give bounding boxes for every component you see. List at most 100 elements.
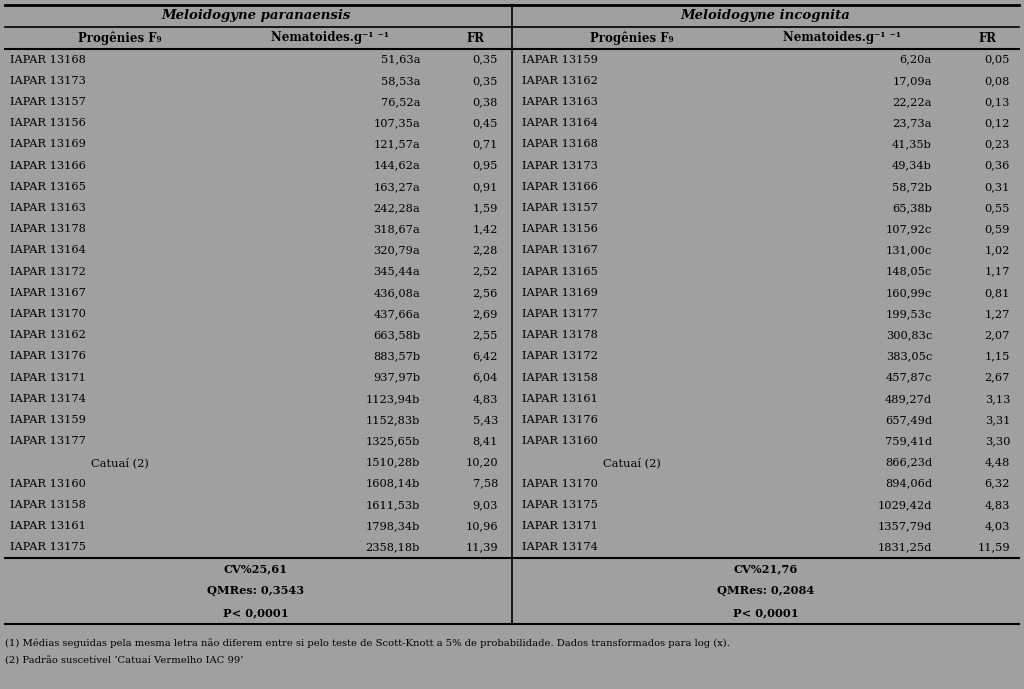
Text: IAPAR 13157: IAPAR 13157 bbox=[522, 203, 598, 213]
Text: IAPAR 13159: IAPAR 13159 bbox=[10, 415, 86, 425]
Text: 10,20: 10,20 bbox=[465, 457, 498, 467]
Text: 5,43: 5,43 bbox=[473, 415, 498, 425]
Text: 6,32: 6,32 bbox=[985, 479, 1010, 489]
Text: IAPAR 13164: IAPAR 13164 bbox=[10, 245, 86, 256]
Text: IAPAR 13160: IAPAR 13160 bbox=[522, 436, 598, 446]
Text: 0,81: 0,81 bbox=[985, 288, 1010, 298]
Text: IAPAR 13174: IAPAR 13174 bbox=[522, 542, 598, 552]
Text: (1) Médias seguidas pela mesma letra não diferem entre si pelo teste de Scott-Kn: (1) Médias seguidas pela mesma letra não… bbox=[5, 638, 730, 648]
Text: 0,35: 0,35 bbox=[473, 76, 498, 86]
Text: 8,41: 8,41 bbox=[473, 436, 498, 446]
Text: 49,34b: 49,34b bbox=[892, 161, 932, 171]
Text: 1,17: 1,17 bbox=[985, 267, 1010, 276]
Text: 0,91: 0,91 bbox=[473, 182, 498, 192]
Text: 320,79a: 320,79a bbox=[374, 245, 420, 256]
Text: IAPAR 13162: IAPAR 13162 bbox=[10, 330, 86, 340]
Text: 107,92c: 107,92c bbox=[886, 224, 932, 234]
Text: 4,03: 4,03 bbox=[985, 521, 1010, 531]
Text: 0,59: 0,59 bbox=[985, 224, 1010, 234]
Text: FR: FR bbox=[466, 32, 484, 45]
Text: IAPAR 13166: IAPAR 13166 bbox=[522, 182, 598, 192]
Text: 759,41d: 759,41d bbox=[885, 436, 932, 446]
Text: IAPAR 13159: IAPAR 13159 bbox=[522, 54, 598, 65]
Text: IAPAR 13177: IAPAR 13177 bbox=[522, 309, 598, 319]
Text: 2,69: 2,69 bbox=[473, 309, 498, 319]
Text: 160,99c: 160,99c bbox=[886, 288, 932, 298]
Text: 10,96: 10,96 bbox=[465, 521, 498, 531]
Text: 1,59: 1,59 bbox=[473, 203, 498, 213]
Text: IAPAR 13172: IAPAR 13172 bbox=[10, 267, 86, 276]
Text: 318,67a: 318,67a bbox=[374, 224, 420, 234]
Text: 0,36: 0,36 bbox=[985, 161, 1010, 171]
Text: 489,27d: 489,27d bbox=[885, 394, 932, 404]
Text: IAPAR 13157: IAPAR 13157 bbox=[10, 97, 86, 107]
Text: 163,27a: 163,27a bbox=[374, 182, 420, 192]
Text: 2,07: 2,07 bbox=[985, 330, 1010, 340]
Text: 1029,42d: 1029,42d bbox=[878, 500, 932, 510]
Text: 866,23d: 866,23d bbox=[885, 457, 932, 467]
Text: 1,15: 1,15 bbox=[985, 351, 1010, 362]
Text: 1798,34b: 1798,34b bbox=[366, 521, 420, 531]
Text: 1325,65b: 1325,65b bbox=[366, 436, 420, 446]
Text: IAPAR 13173: IAPAR 13173 bbox=[10, 76, 86, 86]
Text: CV%21,76: CV%21,76 bbox=[733, 564, 798, 575]
Text: 3,13: 3,13 bbox=[985, 394, 1010, 404]
Text: 11,59: 11,59 bbox=[977, 542, 1010, 552]
Text: 6,42: 6,42 bbox=[473, 351, 498, 362]
Text: 144,62a: 144,62a bbox=[374, 161, 420, 171]
Text: 4,83: 4,83 bbox=[985, 500, 1010, 510]
Text: IAPAR 13175: IAPAR 13175 bbox=[522, 500, 598, 510]
Text: FR: FR bbox=[978, 32, 996, 45]
Text: P< 0,0001: P< 0,0001 bbox=[223, 607, 289, 618]
Text: 0,71: 0,71 bbox=[473, 139, 498, 150]
Text: IAPAR 13160: IAPAR 13160 bbox=[10, 479, 86, 489]
Text: IAPAR 13163: IAPAR 13163 bbox=[10, 203, 86, 213]
Text: IAPAR 13172: IAPAR 13172 bbox=[522, 351, 598, 362]
Text: 3,30: 3,30 bbox=[985, 436, 1010, 446]
Text: 1,27: 1,27 bbox=[985, 309, 1010, 319]
Text: 663,58b: 663,58b bbox=[373, 330, 420, 340]
Text: IAPAR 13176: IAPAR 13176 bbox=[10, 351, 86, 362]
Text: IAPAR 13178: IAPAR 13178 bbox=[10, 224, 86, 234]
Text: IAPAR 13176: IAPAR 13176 bbox=[522, 415, 598, 425]
Text: IAPAR 13171: IAPAR 13171 bbox=[10, 373, 86, 382]
Text: IAPAR 13158: IAPAR 13158 bbox=[10, 500, 86, 510]
Text: 11,39: 11,39 bbox=[465, 542, 498, 552]
Text: IAPAR 13165: IAPAR 13165 bbox=[522, 267, 598, 276]
Text: IAPAR 13166: IAPAR 13166 bbox=[10, 161, 86, 171]
Text: IAPAR 13156: IAPAR 13156 bbox=[10, 119, 86, 128]
Text: 0,23: 0,23 bbox=[985, 139, 1010, 150]
Text: IAPAR 13167: IAPAR 13167 bbox=[10, 288, 86, 298]
Text: Progênies F₉: Progênies F₉ bbox=[78, 31, 162, 45]
Text: 0,13: 0,13 bbox=[985, 97, 1010, 107]
Text: 4,48: 4,48 bbox=[985, 457, 1010, 467]
Text: 436,08a: 436,08a bbox=[374, 288, 420, 298]
Text: IAPAR 13168: IAPAR 13168 bbox=[522, 139, 598, 150]
Text: IAPAR 13169: IAPAR 13169 bbox=[522, 288, 598, 298]
Text: 937,97b: 937,97b bbox=[373, 373, 420, 382]
Text: IAPAR 13174: IAPAR 13174 bbox=[10, 394, 86, 404]
Text: IAPAR 13168: IAPAR 13168 bbox=[10, 54, 86, 65]
Text: Progênies F₉: Progênies F₉ bbox=[590, 31, 674, 45]
Text: 2,55: 2,55 bbox=[473, 330, 498, 340]
Text: 457,87c: 457,87c bbox=[886, 373, 932, 382]
Text: IAPAR 13158: IAPAR 13158 bbox=[522, 373, 598, 382]
Text: CV%25,61: CV%25,61 bbox=[224, 564, 288, 575]
Text: 4,83: 4,83 bbox=[473, 394, 498, 404]
Text: 300,83c: 300,83c bbox=[886, 330, 932, 340]
Text: IAPAR 13161: IAPAR 13161 bbox=[10, 521, 86, 531]
Text: 1357,79d: 1357,79d bbox=[878, 521, 932, 531]
Text: 242,28a: 242,28a bbox=[374, 203, 420, 213]
Text: 0,35: 0,35 bbox=[473, 54, 498, 65]
Text: Meloidogyne incognita: Meloidogyne incognita bbox=[681, 10, 851, 23]
Text: 883,57b: 883,57b bbox=[373, 351, 420, 362]
Text: IAPAR 13170: IAPAR 13170 bbox=[10, 309, 86, 319]
Text: P< 0,0001: P< 0,0001 bbox=[732, 607, 799, 618]
Text: 41,35b: 41,35b bbox=[892, 139, 932, 150]
Text: IAPAR 13167: IAPAR 13167 bbox=[522, 245, 598, 256]
Text: 6,04: 6,04 bbox=[473, 373, 498, 382]
Text: Meloidogyne paranaensis: Meloidogyne paranaensis bbox=[162, 10, 350, 23]
Text: 1611,53b: 1611,53b bbox=[366, 500, 420, 510]
Text: 0,08: 0,08 bbox=[985, 76, 1010, 86]
Text: 0,05: 0,05 bbox=[985, 54, 1010, 65]
